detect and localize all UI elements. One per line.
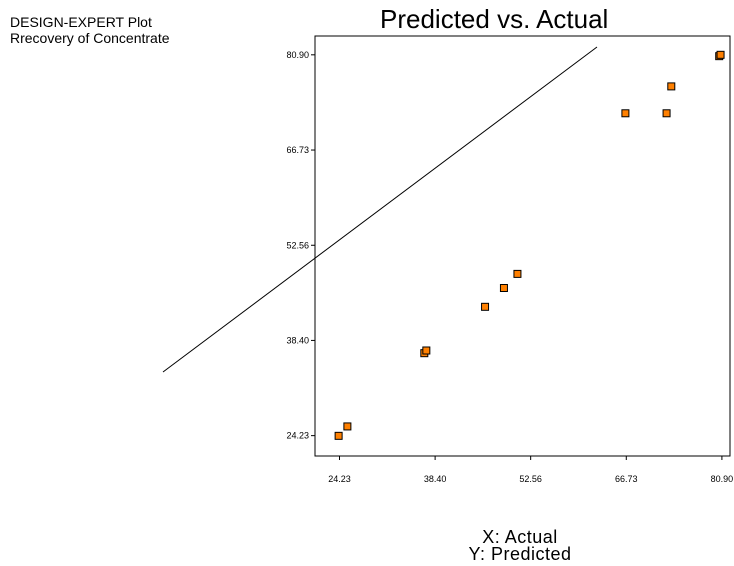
data-point: [422, 346, 431, 355]
plot-header-line-1: DESIGN-EXPERT Plot: [10, 14, 152, 30]
x-axis-caption: X: Actual: [482, 527, 558, 547]
y-tick-label: 52.56: [286, 240, 309, 250]
data-point: [662, 109, 671, 118]
data-point: [343, 422, 352, 431]
chart-title: Predicted vs. Actual: [380, 4, 609, 34]
y-axis-caption: Y: Predicted: [468, 544, 572, 564]
x-tick-label: 80.90: [711, 474, 734, 484]
data-point: [667, 82, 676, 91]
y-tick-label: 66.73: [286, 145, 309, 155]
x-axis-ticks: 24.23 38.40 52.56 66.73 80.90: [328, 456, 733, 484]
x-tick-label: 66.73: [615, 474, 638, 484]
reference-line-layer: [162, 46, 598, 373]
y-axis-ticks: 24.23 38.40 52.56 66.73 80.90: [286, 50, 315, 441]
data-point: [716, 50, 725, 59]
data-point: [481, 302, 490, 311]
y-tick-label: 38.40: [286, 335, 309, 345]
y-tick-label: 80.90: [286, 50, 309, 60]
plot-header-line-2: Rrecovery of Concentrate: [10, 30, 170, 46]
data-point: [499, 284, 508, 292]
data-points: [334, 50, 725, 440]
x-tick-label: 24.23: [328, 474, 351, 484]
plot-area-frame: [314, 35, 731, 457]
x-tick-label: 38.40: [424, 474, 447, 484]
y-tick-label: 24.23: [286, 431, 309, 441]
data-point: [621, 109, 630, 118]
x-tick-label: 52.56: [519, 474, 542, 484]
reference-line: [162, 46, 598, 373]
data-point: [513, 269, 522, 278]
data-point: [334, 431, 343, 440]
